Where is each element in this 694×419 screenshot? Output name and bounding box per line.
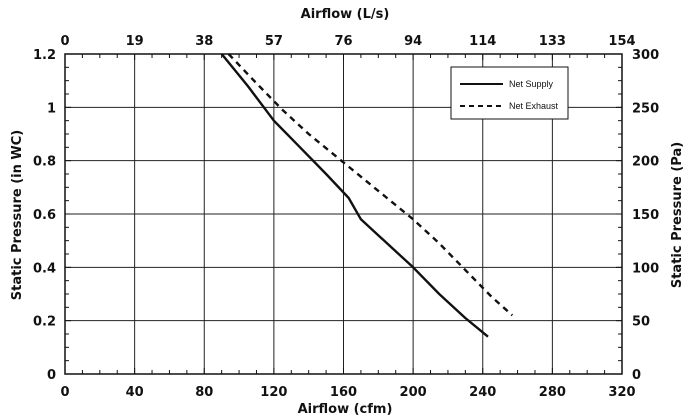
x-axis-title: Airflow (cfm) <box>298 402 393 417</box>
x-tick-label: 280 <box>539 385 566 400</box>
y2-tick-label: 300 <box>632 48 659 63</box>
x2-tick-label: 57 <box>265 34 283 49</box>
y2-tick-label: 200 <box>632 155 659 170</box>
y-tick-label: 1 <box>47 101 56 116</box>
x2-tick-label: 19 <box>126 34 144 49</box>
x2-tick-label: 133 <box>539 34 566 49</box>
x2-tick-label: 76 <box>334 34 352 49</box>
legend: Net Supply Net Exhaust <box>450 66 569 120</box>
x-tick-label: 0 <box>60 385 69 400</box>
y2-tick-label: 50 <box>632 315 650 330</box>
x-tick-label: 80 <box>195 385 213 400</box>
y-tick-label: 1.2 <box>33 48 56 63</box>
legend-label-net-exhaust: Net Exhaust <box>509 101 559 111</box>
series-line-net-exhaust <box>227 53 514 317</box>
y-tick-label: 0 <box>47 368 56 383</box>
x2-tick-label: 94 <box>404 34 422 49</box>
x-tick-label: 40 <box>126 385 144 400</box>
series-layer <box>220 53 514 338</box>
y2-tick-label: 150 <box>632 208 659 223</box>
x2-tick-label: 154 <box>608 34 635 49</box>
plot-frame <box>64 53 623 375</box>
y-tick-label: 0.6 <box>33 208 56 223</box>
x2-axis-title: Airflow (L/s) <box>301 7 390 22</box>
x-tick-label: 200 <box>400 385 427 400</box>
y2-tick-label: 0 <box>632 368 641 383</box>
x-tick-label: 240 <box>469 385 496 400</box>
y-tick-label: 0.2 <box>33 315 56 330</box>
y2-tick-label: 100 <box>632 261 659 276</box>
y2-axis-title: Static Pressure (Pa) <box>670 142 685 288</box>
x2-tick-label: 38 <box>195 34 213 49</box>
x-tick-label: 120 <box>260 385 287 400</box>
tick-labels: 0040198038120571607620094240114280133320… <box>33 34 659 400</box>
legend-label-net-supply: Net Supply <box>509 79 554 89</box>
y-axis-title: Static Pressure (in WC) <box>10 130 25 301</box>
series-line-net-supply <box>220 53 489 338</box>
y2-tick-label: 250 <box>632 101 659 116</box>
y-tick-label: 0.8 <box>33 155 56 170</box>
x-tick-label: 160 <box>330 385 357 400</box>
x-tick-label: 320 <box>608 385 635 400</box>
y-tick-label: 0.4 <box>33 261 56 276</box>
legend-box <box>450 66 569 120</box>
x2-tick-label: 0 <box>60 34 69 49</box>
x2-tick-label: 114 <box>469 34 496 49</box>
